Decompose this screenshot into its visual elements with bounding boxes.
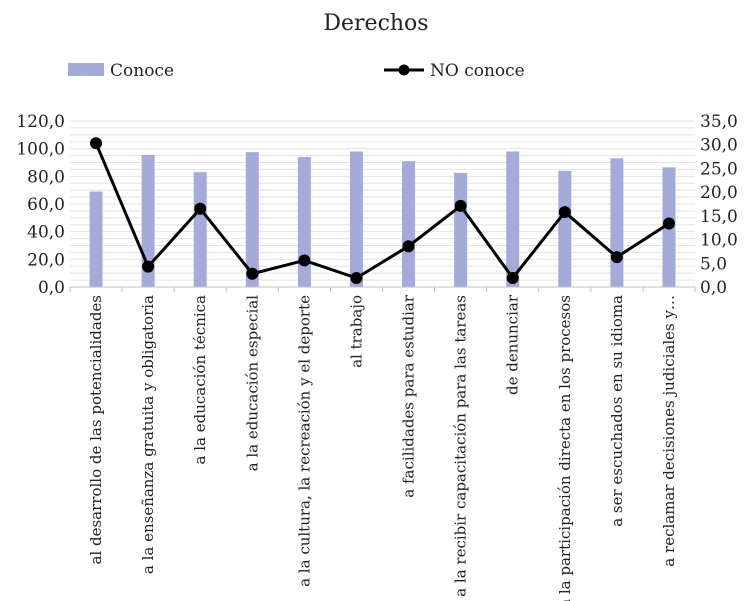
x-axis-category-label: a facilidades para estudiar: [400, 294, 418, 498]
point-no-conoce: [194, 202, 207, 215]
right-axis-tick-label: 35,0: [700, 112, 738, 132]
bars-conoce: [89, 151, 676, 287]
left-axis-tick-label: 100,0: [16, 140, 65, 160]
point-no-conoce: [246, 267, 259, 280]
left-axis-tick-label: 60,0: [27, 195, 65, 215]
x-axis-category-label: al trabajo: [347, 295, 365, 368]
bar-conoce: [193, 172, 207, 287]
legend-swatch-conoce: [68, 63, 104, 76]
x-axis-category-label: de denunciar: [504, 294, 522, 395]
right-axis-tick-label: 30,0: [700, 136, 738, 156]
point-no-conoce: [90, 137, 103, 150]
chart-title: Derechos: [323, 11, 428, 36]
left-axis-tick-label: 120,0: [16, 112, 65, 132]
x-axis-category-label: a la enseñanza gratuita y obligatoria: [139, 295, 157, 574]
legend: Conoce NO conoce: [68, 61, 525, 81]
bar-conoce: [349, 151, 363, 287]
left-axis-tick-label: 80,0: [27, 167, 65, 187]
series-line-no-conoce: [94, 142, 670, 280]
point-no-conoce: [662, 217, 675, 230]
bar-conoce: [558, 170, 572, 287]
bar-conoce: [402, 161, 416, 287]
bar-conoce: [506, 151, 520, 287]
point-no-conoce: [506, 271, 519, 284]
point-no-conoce: [298, 254, 311, 267]
bar-conoce: [245, 152, 259, 287]
legend-label-conoce: Conoce: [110, 61, 174, 81]
point-no-conoce: [402, 240, 415, 253]
bar-conoce: [89, 191, 103, 287]
x-axis-category-label: al desarrollo de las potencialidades: [87, 295, 105, 565]
x-axis-ticks: [69, 287, 696, 292]
left-axis: 0,0 20,0 40,0 60,0 80,0 100,0 120,0: [16, 112, 65, 298]
right-axis-tick-label: 20,0: [700, 183, 738, 203]
point-no-conoce: [454, 199, 467, 212]
right-axis-tick-label: 15,0: [700, 207, 738, 227]
bar-conoce: [454, 172, 468, 287]
point-no-conoce: [610, 251, 623, 264]
legend-swatch-no-conoce-marker: [398, 64, 410, 76]
x-axis-category-label: a la educación técnica: [191, 295, 209, 465]
right-axis-tick-label: 5,0: [700, 254, 727, 274]
bar-conoce: [610, 158, 624, 287]
point-no-conoce: [350, 271, 363, 284]
bar-conoce: [141, 154, 155, 287]
x-axis-category-label: a la recibir capacitación para las tarea…: [452, 295, 470, 597]
x-axis-category-label: a la cultura, la recreación y el deporte: [295, 295, 313, 587]
left-axis-tick-label: 0,0: [38, 278, 65, 298]
x-axis-category-label: a reclamar decisiones judiciales y…: [660, 295, 678, 567]
line-no-conoce: [90, 137, 675, 284]
point-no-conoce: [558, 206, 571, 219]
right-axis-tick-label: 10,0: [700, 231, 738, 251]
right-axis-tick-label: 0,0: [700, 278, 727, 298]
gridlines: [70, 120, 695, 288]
x-axis-category-label: a ser escuchados en su idioma: [608, 295, 626, 527]
x-axis-category-label: a la participación directa en los proces…: [556, 295, 574, 601]
x-axis-labels: al desarrollo de las potencialidades a la…: [87, 294, 678, 601]
legend-label-no-conoce: NO conoce: [430, 61, 525, 81]
right-axis-tick-label: 25,0: [700, 159, 738, 179]
right-axis: 0,0 5,0 10,0 15,0 20,0 25,0 30,0 35,0: [700, 112, 738, 298]
bar-conoce: [297, 156, 311, 287]
x-axis-category-label: a la educación especial: [243, 295, 261, 472]
left-axis-tick-label: 20,0: [27, 250, 65, 270]
point-no-conoce: [142, 260, 155, 273]
left-axis-tick-label: 40,0: [27, 223, 65, 243]
